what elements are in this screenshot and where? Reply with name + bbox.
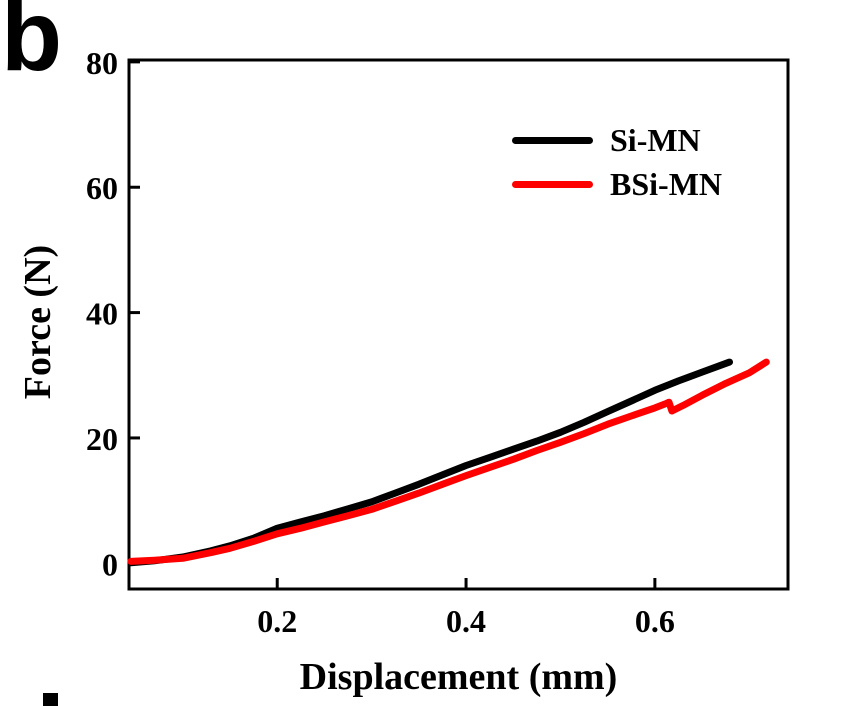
x-tick-label: 0.4 [446,603,486,639]
panel-label: b [1,0,62,92]
y-tick-label: 20 [86,421,118,457]
y-tick-label: 80 [86,45,118,81]
next-panel-letter-partial [43,693,58,706]
legend-item-si-mn: Si-MN [512,118,722,162]
y-tick-label: 40 [86,296,118,332]
y-tick-label: 60 [86,170,118,206]
si-mn-legend-label: Si-MN [610,121,701,158]
curve-bsi-mn [127,358,770,565]
plot-frame [127,58,790,591]
bsi-mn-legend-label: BSi-MN [610,165,722,202]
y-axis-title: Force (N) [17,244,59,400]
x-axis-title: Displacement (mm) [299,656,618,698]
x-tick-label: 0.2 [257,603,297,639]
si-mn-line-swatch [512,136,593,144]
bsi-mn-line-swatch [512,180,593,188]
legend: Si-MN BSi-MN [512,118,722,206]
x-tick-label: 0.6 [635,603,675,639]
y-tick-label: 0 [102,546,118,582]
curve-si-mn [127,358,733,567]
legend-item-bsi-mn: BSi-MN [512,162,722,206]
